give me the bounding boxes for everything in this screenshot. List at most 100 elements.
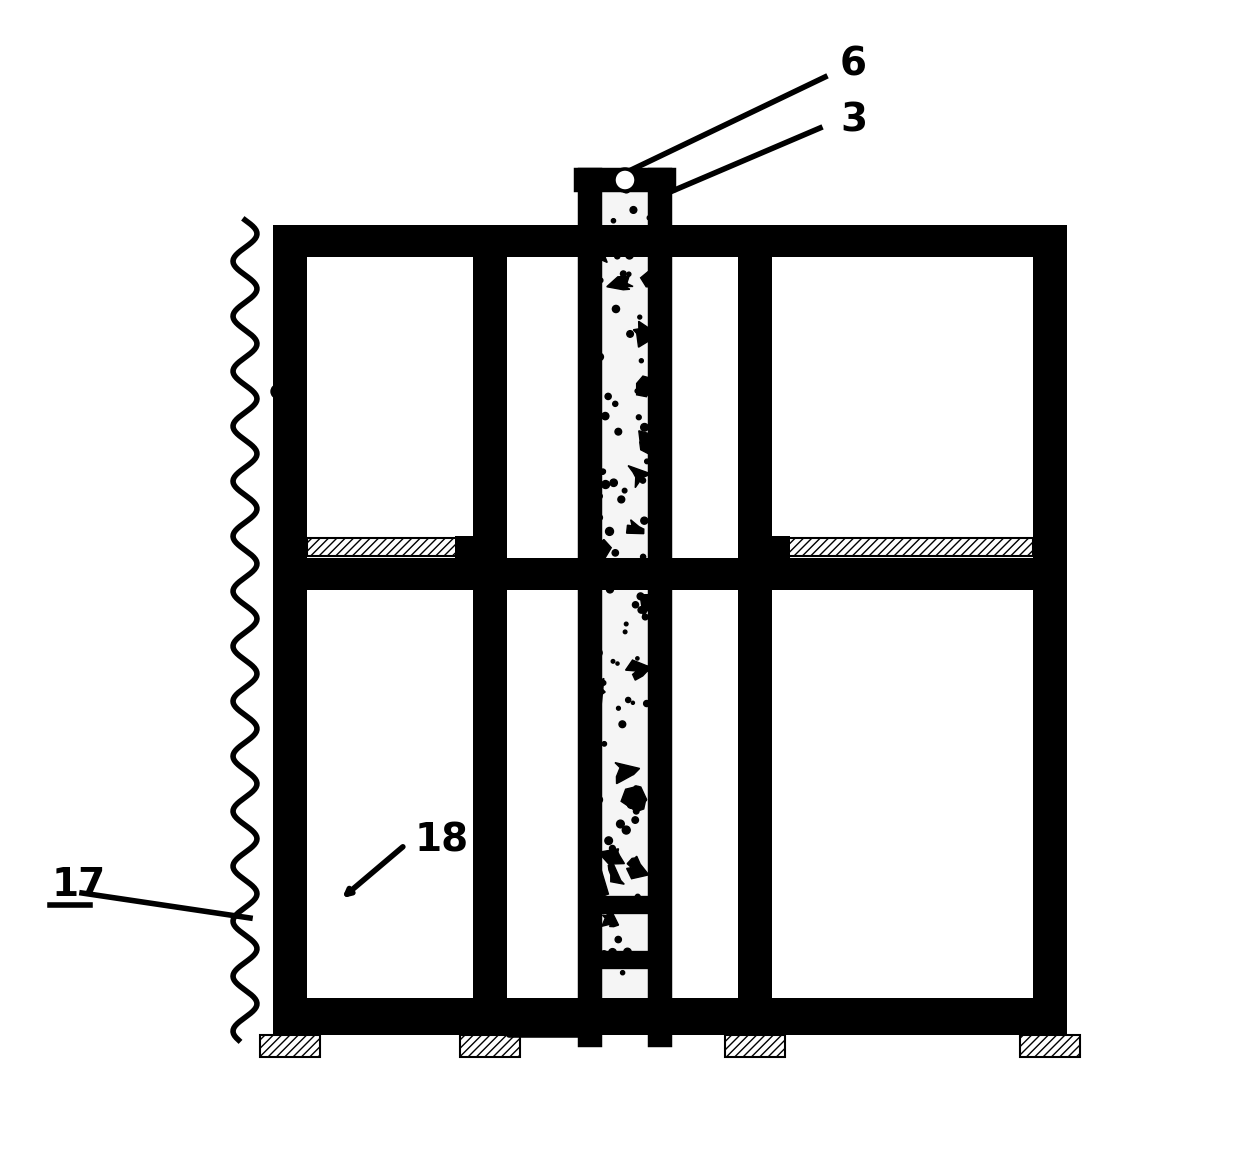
Polygon shape	[639, 431, 658, 454]
Circle shape	[619, 721, 626, 728]
Circle shape	[627, 1003, 635, 1011]
Polygon shape	[621, 786, 646, 812]
Circle shape	[645, 459, 650, 463]
Circle shape	[627, 800, 635, 808]
Bar	[308, 538, 472, 556]
Circle shape	[619, 227, 624, 232]
Circle shape	[640, 477, 646, 483]
Bar	[455, 536, 472, 558]
Bar	[738, 225, 773, 1035]
Circle shape	[641, 517, 647, 524]
Circle shape	[610, 846, 615, 852]
Circle shape	[594, 649, 603, 656]
Circle shape	[632, 817, 639, 824]
Circle shape	[652, 909, 656, 914]
Circle shape	[624, 948, 631, 956]
Circle shape	[622, 826, 630, 834]
Circle shape	[590, 577, 598, 584]
Circle shape	[631, 701, 635, 704]
Circle shape	[613, 578, 618, 584]
Circle shape	[609, 949, 616, 956]
Polygon shape	[625, 660, 653, 680]
Circle shape	[629, 583, 632, 586]
Circle shape	[626, 252, 634, 259]
Circle shape	[600, 951, 608, 957]
Polygon shape	[629, 466, 651, 488]
Bar	[460, 1035, 520, 1057]
Polygon shape	[598, 848, 625, 867]
Circle shape	[632, 601, 639, 608]
Text: 18: 18	[415, 821, 469, 859]
Polygon shape	[591, 241, 608, 262]
Circle shape	[594, 401, 599, 407]
Text: 3: 3	[839, 101, 867, 139]
Circle shape	[636, 1004, 641, 1010]
Circle shape	[616, 662, 619, 665]
Circle shape	[626, 331, 634, 337]
Circle shape	[650, 427, 657, 434]
Circle shape	[611, 660, 615, 663]
Bar	[1021, 1035, 1080, 1057]
Polygon shape	[636, 376, 656, 397]
Polygon shape	[615, 763, 640, 784]
Circle shape	[596, 515, 603, 521]
Circle shape	[649, 277, 652, 281]
Circle shape	[652, 569, 658, 574]
Circle shape	[613, 305, 620, 312]
Polygon shape	[591, 539, 611, 567]
Bar	[725, 1035, 785, 1057]
Circle shape	[603, 742, 606, 746]
Polygon shape	[591, 679, 604, 704]
Bar	[260, 1035, 320, 1057]
Polygon shape	[593, 677, 605, 701]
Polygon shape	[606, 276, 632, 290]
Circle shape	[598, 278, 603, 283]
Polygon shape	[627, 1000, 650, 1023]
Circle shape	[649, 989, 653, 993]
Circle shape	[635, 580, 640, 585]
Circle shape	[616, 820, 624, 828]
Circle shape	[624, 563, 630, 570]
Circle shape	[616, 1021, 625, 1028]
Circle shape	[627, 273, 631, 276]
Circle shape	[647, 332, 652, 337]
Circle shape	[594, 689, 600, 696]
Circle shape	[605, 528, 614, 536]
Circle shape	[636, 415, 641, 420]
Circle shape	[611, 219, 615, 222]
Circle shape	[609, 1003, 614, 1007]
Circle shape	[649, 785, 653, 790]
Circle shape	[624, 631, 627, 634]
Text: 6: 6	[839, 46, 867, 84]
Circle shape	[596, 353, 604, 360]
Circle shape	[626, 697, 631, 702]
Polygon shape	[645, 565, 658, 594]
Polygon shape	[641, 261, 658, 290]
Circle shape	[642, 1019, 649, 1025]
Polygon shape	[634, 322, 652, 347]
Bar	[273, 998, 1066, 1035]
Circle shape	[615, 428, 621, 435]
Circle shape	[652, 673, 657, 677]
Circle shape	[640, 359, 644, 363]
Circle shape	[598, 494, 603, 498]
Circle shape	[641, 555, 646, 559]
Circle shape	[640, 594, 644, 598]
Circle shape	[601, 413, 609, 420]
Circle shape	[272, 385, 285, 399]
Circle shape	[615, 254, 620, 259]
Circle shape	[610, 479, 618, 487]
Bar	[773, 536, 790, 558]
Circle shape	[635, 388, 640, 393]
Circle shape	[620, 971, 625, 975]
Circle shape	[606, 586, 614, 593]
Circle shape	[630, 207, 637, 213]
Circle shape	[601, 481, 610, 489]
Circle shape	[637, 315, 641, 319]
Bar	[273, 558, 1066, 590]
Circle shape	[596, 490, 601, 495]
Circle shape	[590, 529, 599, 537]
Circle shape	[613, 401, 618, 406]
Circle shape	[618, 496, 625, 503]
Circle shape	[614, 168, 636, 191]
